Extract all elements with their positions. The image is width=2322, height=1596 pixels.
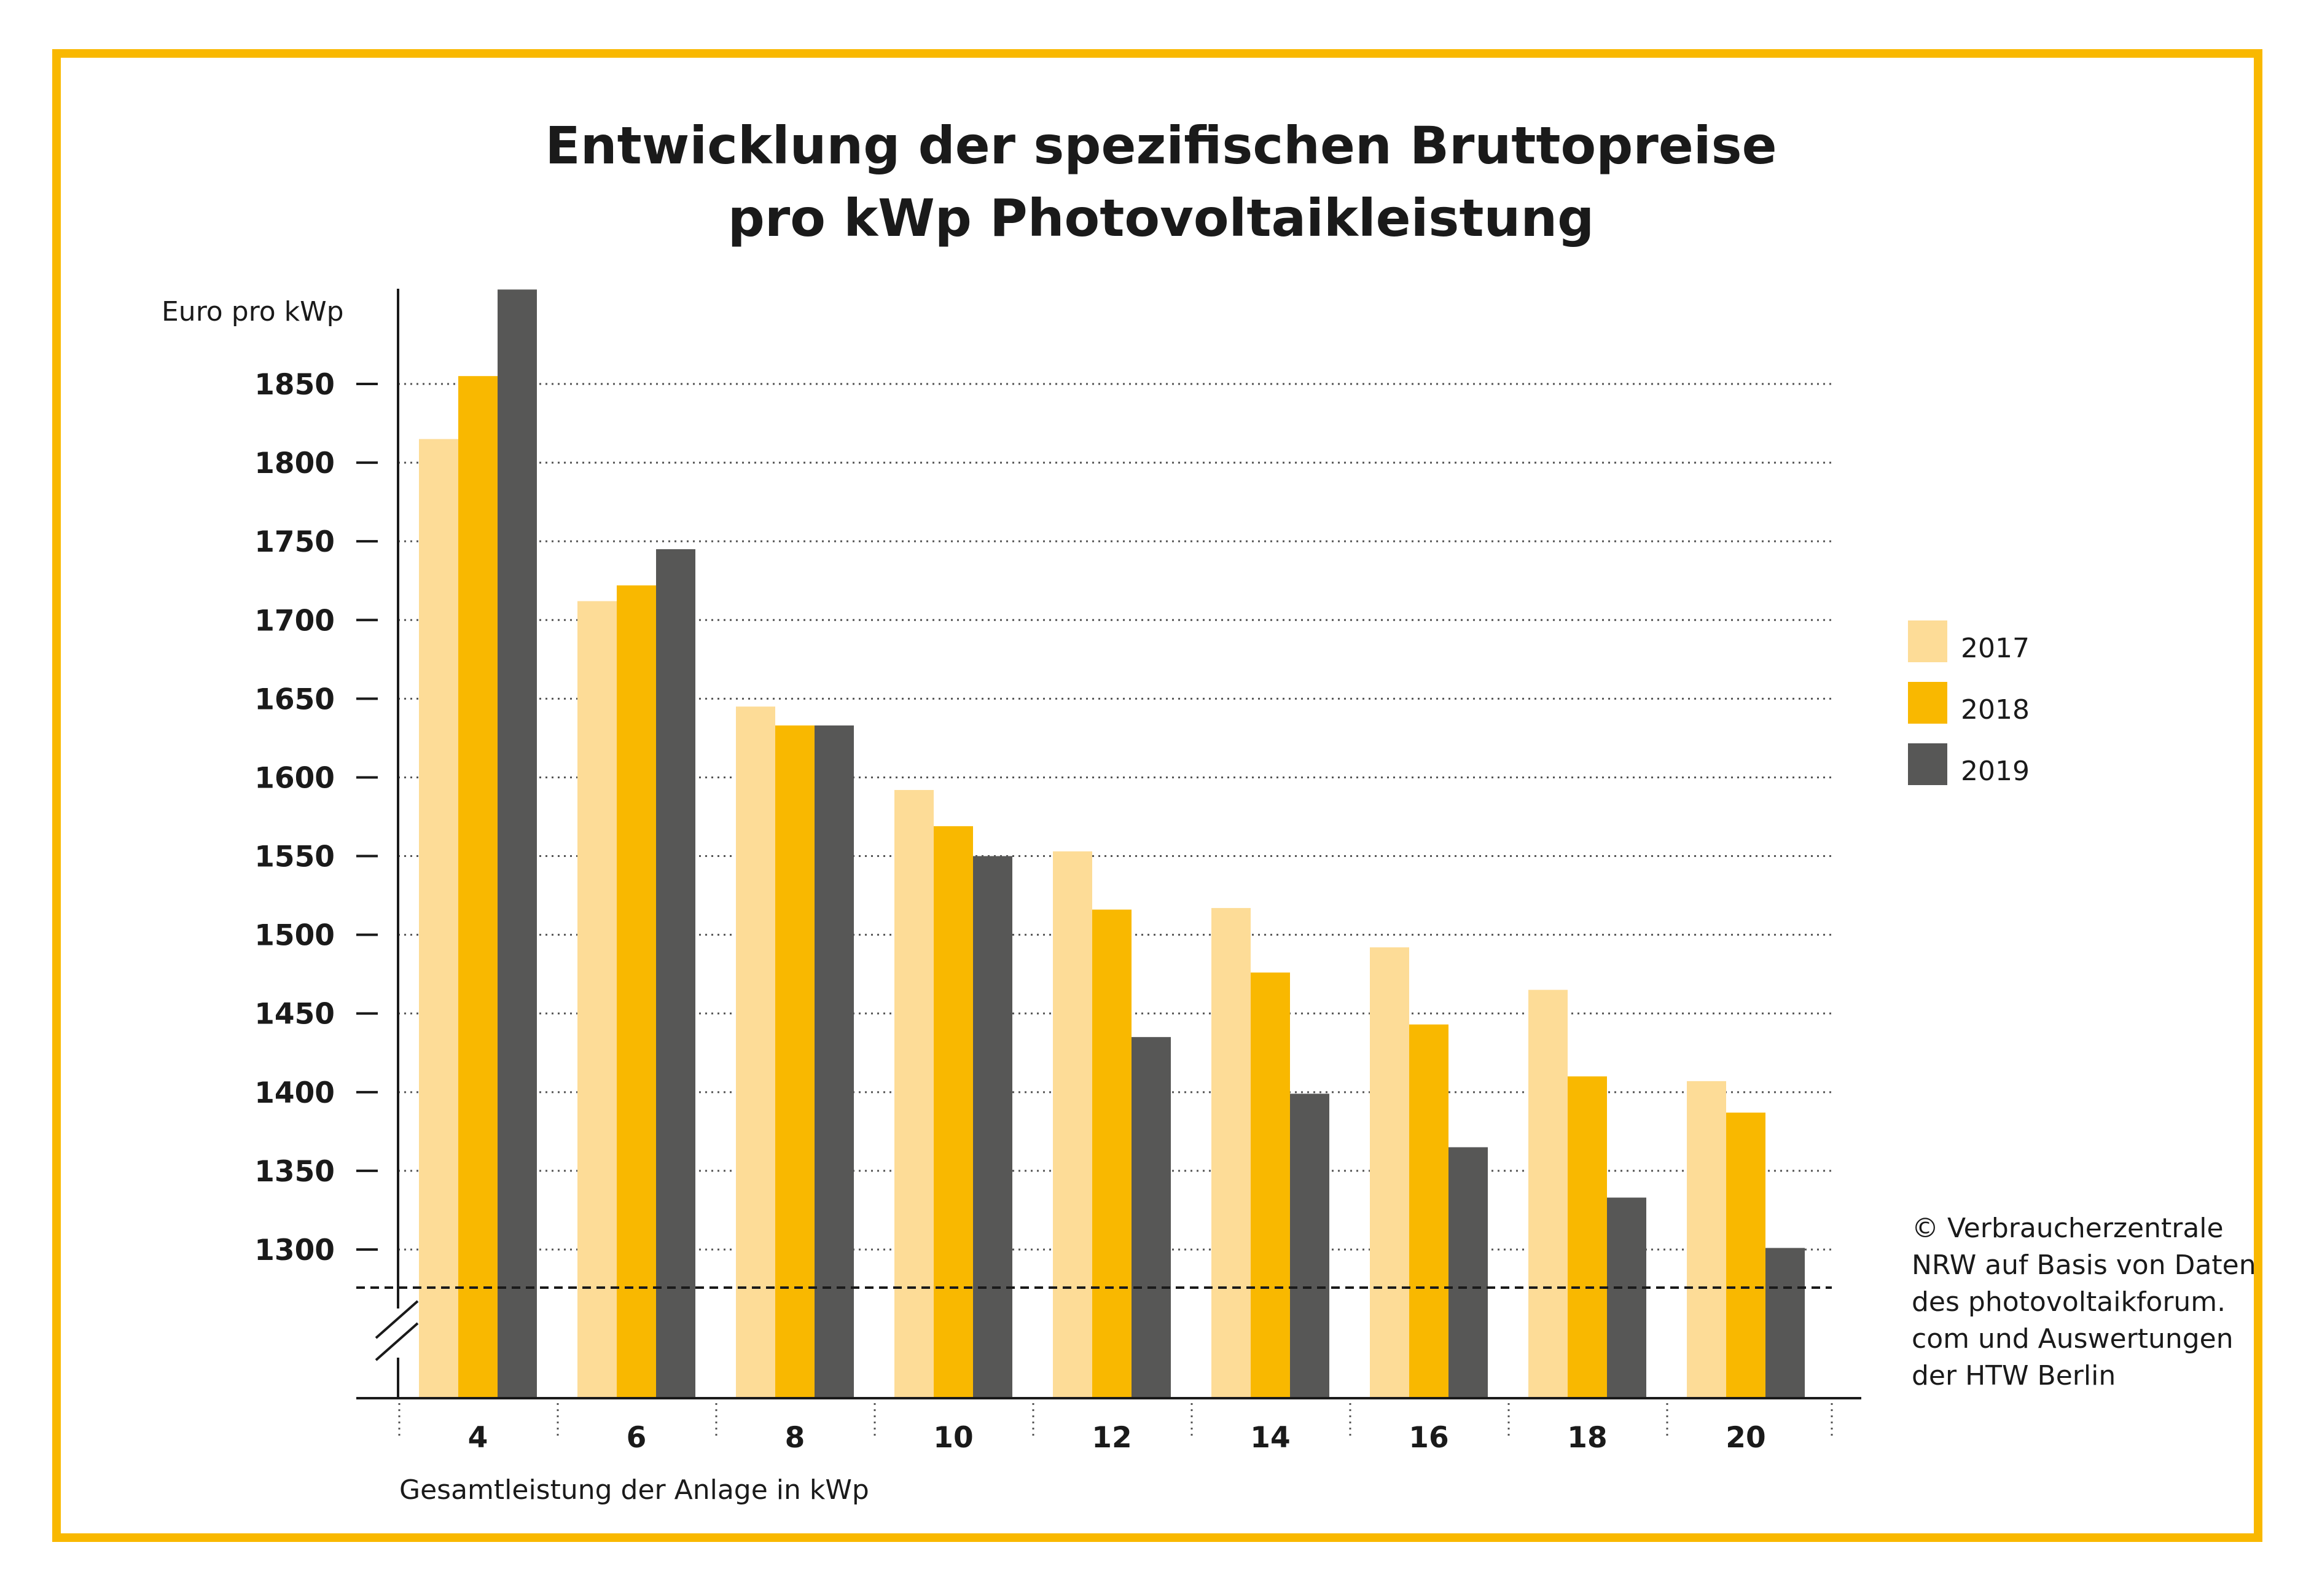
axis-break-mark-2	[375, 1322, 419, 1361]
y-tick-label-1800: 1800	[254, 447, 335, 480]
y-tick-label-1550: 1550	[254, 840, 335, 874]
chart-title: Entwicklung der spezifischen Bruttopreis…	[0, 109, 2322, 254]
bar-2019-4	[498, 289, 537, 1399]
y-tick-label-1400: 1400	[254, 1076, 335, 1110]
bar-2017-18	[1528, 990, 1568, 1398]
bar-2018-16	[1409, 1024, 1448, 1398]
bar-2019-20	[1765, 1248, 1805, 1398]
x-tick-label-10: 10	[933, 1421, 973, 1455]
bar-2017-20	[1687, 1081, 1726, 1398]
x-tick-labels: 4 6 8 10 12 14 16 18 20	[468, 1421, 1766, 1455]
x-axis-label: Gesamtleistung der Anlage in kWp	[399, 1474, 869, 1506]
bar-2017-6	[577, 601, 617, 1398]
bar-2019-8	[815, 725, 854, 1398]
bar-2018-12	[1092, 909, 1132, 1398]
bar-2018-6	[617, 585, 656, 1398]
bar-2019-6	[656, 549, 695, 1398]
y-axis-label: Euro pro kWp	[162, 296, 344, 327]
legend-swatch-2018	[1908, 682, 1947, 724]
chart-title-line-2: pro kWp Photovoltaikleistung	[727, 188, 1595, 248]
bar-2018-4	[458, 376, 498, 1398]
source-line-5: der HTW Berlin	[1912, 1360, 2116, 1391]
bar-2019-14	[1290, 1093, 1329, 1398]
legend-label-2018: 2018	[1961, 694, 2030, 726]
source-line-3: des photovoltaikforum.	[1912, 1286, 2226, 1318]
y-tick-label-1600: 1600	[254, 761, 335, 795]
x-tick-label-12: 12	[1092, 1421, 1132, 1455]
legend-label-2017: 2017	[1961, 633, 2030, 664]
x-tick-label-14: 14	[1250, 1421, 1290, 1455]
x-tick-label-4: 4	[468, 1421, 488, 1455]
y-tick-label-1750: 1750	[254, 525, 335, 559]
source-note: © Verbraucherzentrale NRW auf Basis von …	[1912, 1210, 2305, 1395]
axis-break-mark-1	[375, 1300, 419, 1339]
legend-label-2019: 2019	[1961, 756, 2030, 787]
bar-2017-10	[894, 789, 934, 1398]
bar-2019-16	[1448, 1147, 1488, 1398]
bar-2018-14	[1251, 972, 1290, 1398]
bar-2017-4	[419, 439, 458, 1399]
y-tick-labels: 1300 1350 1400 1450 1500 1550 1600 1650 1700 1750…	[254, 368, 335, 1267]
x-tick-label-6: 6	[627, 1421, 647, 1455]
legend-swatch-2017	[1908, 620, 1947, 662]
axes	[356, 289, 1861, 1436]
source-line-2: NRW auf Basis von Daten	[1912, 1250, 2256, 1281]
y-tick-label-1700: 1700	[254, 604, 335, 638]
bar-2017-14	[1211, 908, 1251, 1398]
bar-2019-12	[1132, 1037, 1171, 1398]
bar-2018-10	[934, 826, 973, 1398]
legend: 2017 2018 2019	[1908, 620, 2030, 787]
bar-2018-20	[1726, 1113, 1765, 1398]
chart-frame	[52, 49, 2262, 1542]
bar-2017-16	[1370, 947, 1409, 1398]
bar-2019-18	[1607, 1197, 1646, 1398]
chart-title-line-1: Entwicklung der spezifischen Bruttopreis…	[545, 115, 1777, 176]
bar-2017-8	[736, 706, 775, 1398]
bar-2018-18	[1568, 1076, 1607, 1398]
source-line-1: © Verbraucherzentrale	[1912, 1213, 2224, 1244]
bar-2018-8	[775, 725, 815, 1398]
y-tick-label-1300: 1300	[254, 1234, 335, 1267]
x-tick-label-16: 16	[1409, 1421, 1448, 1455]
y-tick-label-1450: 1450	[254, 998, 335, 1031]
bars	[419, 289, 1805, 1399]
y-tick-label-1650: 1650	[254, 683, 335, 716]
source-line-4: com und Auswertungen	[1912, 1323, 2234, 1355]
x-tick-label-18: 18	[1567, 1421, 1607, 1455]
bar-2017-12	[1053, 851, 1092, 1398]
x-tick-label-8: 8	[785, 1421, 805, 1455]
y-tick-label-1500: 1500	[254, 919, 335, 953]
bar-2019-10	[973, 856, 1012, 1398]
x-tick-label-20: 20	[1726, 1421, 1765, 1455]
y-tick-label-1350: 1350	[254, 1155, 335, 1189]
legend-swatch-2019	[1908, 743, 1947, 785]
y-tick-label-1850: 1850	[254, 368, 335, 402]
